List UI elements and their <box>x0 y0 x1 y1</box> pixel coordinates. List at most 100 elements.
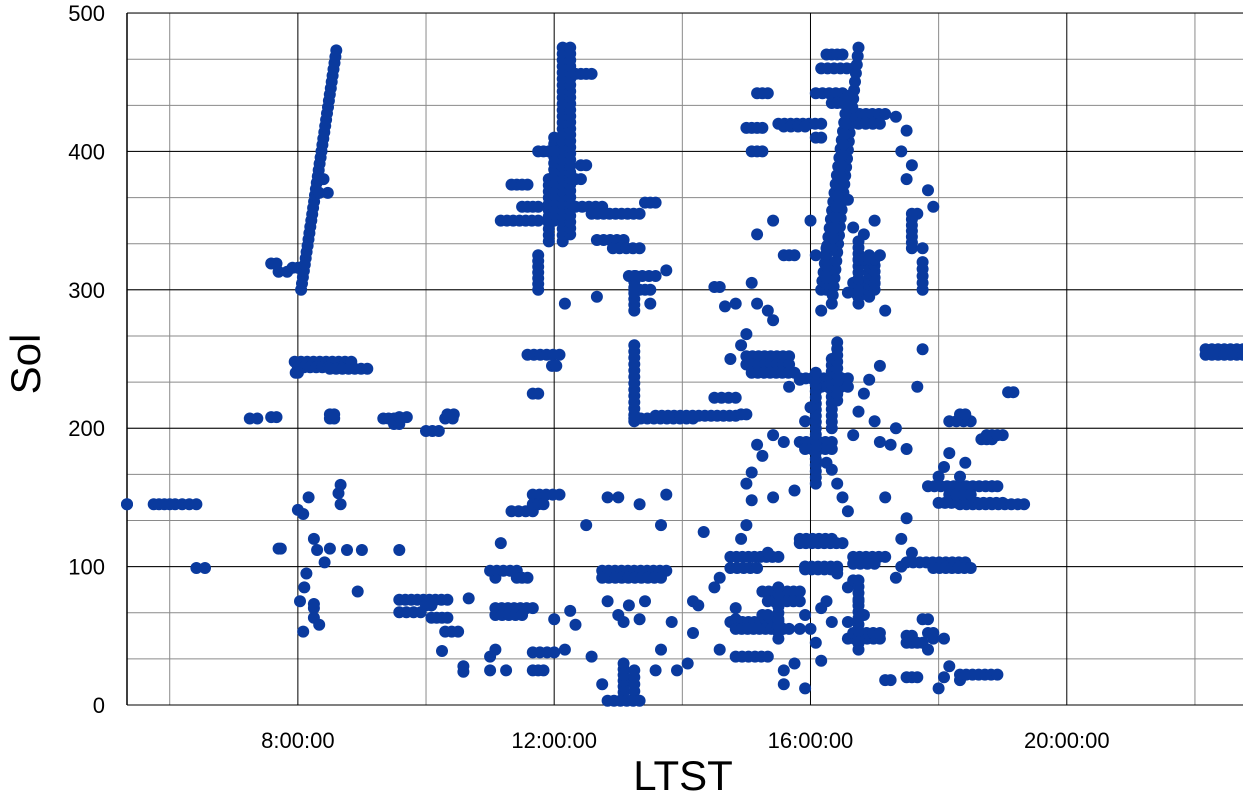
data-point <box>884 438 897 451</box>
data-point <box>580 159 593 172</box>
data-point <box>831 190 844 203</box>
data-point <box>905 207 918 220</box>
data-point <box>596 678 609 691</box>
data-point <box>729 602 742 615</box>
data-point <box>580 519 593 532</box>
y-tick-label: 100 <box>68 555 105 580</box>
data-point <box>751 228 764 241</box>
data-point <box>828 221 841 234</box>
data-point <box>735 532 748 545</box>
data-point <box>452 625 465 638</box>
data-point <box>873 249 886 262</box>
data-point <box>740 477 753 490</box>
data-point <box>804 214 817 227</box>
data-point <box>761 609 774 621</box>
data-point <box>323 542 336 555</box>
data-point <box>751 562 764 574</box>
data-point <box>564 604 577 617</box>
data-point <box>644 297 657 310</box>
data-point <box>537 498 550 511</box>
data-point <box>793 373 806 386</box>
data-point <box>318 556 331 569</box>
data-point <box>432 425 445 437</box>
data-point <box>311 544 324 556</box>
data-point <box>274 542 287 555</box>
data-point <box>713 643 726 656</box>
data-point <box>825 616 838 628</box>
data-point <box>585 650 598 663</box>
data-point <box>628 339 641 352</box>
data-point <box>932 470 945 483</box>
data-point <box>836 491 849 504</box>
data-point <box>251 412 264 425</box>
data-point <box>628 270 641 282</box>
data-point <box>644 283 657 296</box>
data-point <box>548 145 561 158</box>
data-point <box>857 387 870 400</box>
data-point <box>799 120 812 133</box>
data-point <box>521 178 534 191</box>
data-point <box>847 429 860 442</box>
data-point <box>121 498 133 511</box>
data-point <box>922 613 934 626</box>
data-point <box>330 44 343 57</box>
data-point <box>900 173 913 186</box>
data-point <box>601 491 614 504</box>
y-tick-label: 400 <box>68 139 105 164</box>
data-point <box>550 359 563 372</box>
data-point <box>927 632 940 645</box>
data-point <box>756 449 769 462</box>
data-point <box>199 562 211 574</box>
data-point <box>884 674 897 687</box>
data-point <box>622 599 635 612</box>
data-point <box>783 622 796 635</box>
data-point <box>815 131 828 144</box>
data-point <box>836 173 849 186</box>
y-axis-title: Sol <box>2 334 49 395</box>
data-point <box>911 380 924 393</box>
data-point <box>294 595 306 608</box>
data-point <box>767 429 780 442</box>
data-point <box>905 546 918 559</box>
data-point <box>804 622 817 635</box>
data-point <box>838 128 851 141</box>
grid <box>126 12 1243 706</box>
x-tick-label: 8:00:00 <box>261 728 334 753</box>
data-point <box>852 574 865 587</box>
data-point <box>351 585 364 598</box>
data-point <box>740 408 753 421</box>
data-point <box>922 643 934 656</box>
x-tick-label: 20:00:00 <box>1024 728 1110 753</box>
data-point <box>660 264 673 277</box>
data-point <box>558 297 571 310</box>
data-point <box>291 366 304 379</box>
data-point <box>307 532 320 545</box>
data-point <box>617 616 630 628</box>
data-point <box>553 348 566 361</box>
data-point <box>649 196 662 209</box>
data-point <box>569 618 582 631</box>
data-point <box>671 664 683 677</box>
data-point <box>841 616 854 628</box>
data-point <box>585 67 598 80</box>
data-point <box>441 611 454 624</box>
data-point <box>852 41 865 54</box>
data-point <box>328 408 341 421</box>
data-point <box>959 456 972 469</box>
data-point <box>996 429 1009 442</box>
data-point <box>895 532 908 545</box>
data-point <box>837 138 850 151</box>
data-point <box>321 186 334 199</box>
data-point <box>532 249 545 262</box>
data-point <box>889 571 902 584</box>
data-point <box>297 625 310 638</box>
data-point <box>457 660 470 673</box>
data-point <box>601 595 614 608</box>
data-point <box>558 643 571 656</box>
data-point <box>297 508 310 520</box>
data-point <box>809 249 822 262</box>
data-point <box>831 563 844 576</box>
data-point <box>719 300 731 313</box>
data-point <box>841 193 854 206</box>
data-points <box>121 41 1243 707</box>
